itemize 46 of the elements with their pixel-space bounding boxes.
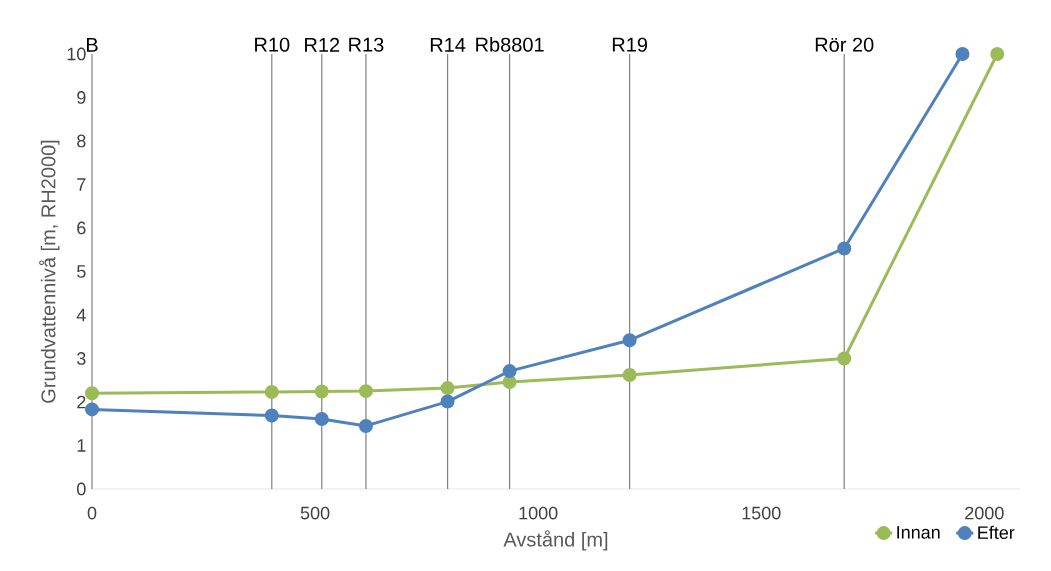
y-tick-label: 4 — [76, 308, 86, 322]
point — [990, 47, 1005, 61]
x-tick-label: 1500 — [742, 506, 781, 520]
x-tick-label: 1000 — [519, 506, 558, 520]
point — [264, 385, 279, 399]
x-tick-label: 2000 — [965, 506, 1004, 520]
ref-line-label: R12 — [305, 37, 340, 52]
y-tick-label: 2 — [77, 395, 86, 409]
y-tick-label: 9 — [77, 91, 86, 104]
point — [85, 402, 100, 417]
x-tick-label: 500 — [300, 506, 330, 520]
legend-label: Innan — [897, 526, 940, 539]
y-axis-title: Grundvattennivå [m, RH2000] — [39, 140, 60, 403]
y-tick-label: 5 — [77, 265, 86, 278]
point — [837, 241, 852, 256]
point — [622, 368, 637, 383]
point — [502, 364, 517, 379]
point — [502, 374, 517, 389]
point — [314, 384, 329, 399]
point — [440, 394, 455, 409]
point — [622, 333, 637, 348]
point — [264, 408, 279, 423]
ref-line-label: R13 — [349, 37, 384, 52]
point — [85, 386, 100, 401]
x-tick-label: 0 — [87, 506, 97, 520]
point — [837, 351, 852, 366]
y-tick-label: 0 — [77, 482, 86, 496]
y-tick-label: 10 — [67, 47, 86, 61]
ref-line-label: B — [86, 38, 98, 52]
y-tick-label: 8 — [77, 134, 86, 148]
y-tick-label: 7 — [77, 178, 86, 191]
point — [358, 384, 373, 399]
point — [358, 418, 373, 433]
ref-line-label: Rör 20 — [815, 37, 874, 52]
ref-line-label: R14 — [430, 38, 466, 52]
y-tick-label: 6 — [77, 221, 86, 235]
ref-line-label: Rb8801 — [476, 37, 544, 52]
point — [955, 47, 970, 61]
ref-line-label: R10 — [255, 37, 290, 52]
y-tick-label: 3 — [77, 352, 86, 365]
legend-label: Efter — [978, 525, 1015, 540]
y-tick-label: 1 — [77, 439, 86, 452]
ref-line-label: R19 — [612, 37, 648, 52]
point — [440, 381, 455, 396]
x-axis-title: Avstånd [m] — [503, 530, 608, 551]
point — [314, 411, 329, 426]
